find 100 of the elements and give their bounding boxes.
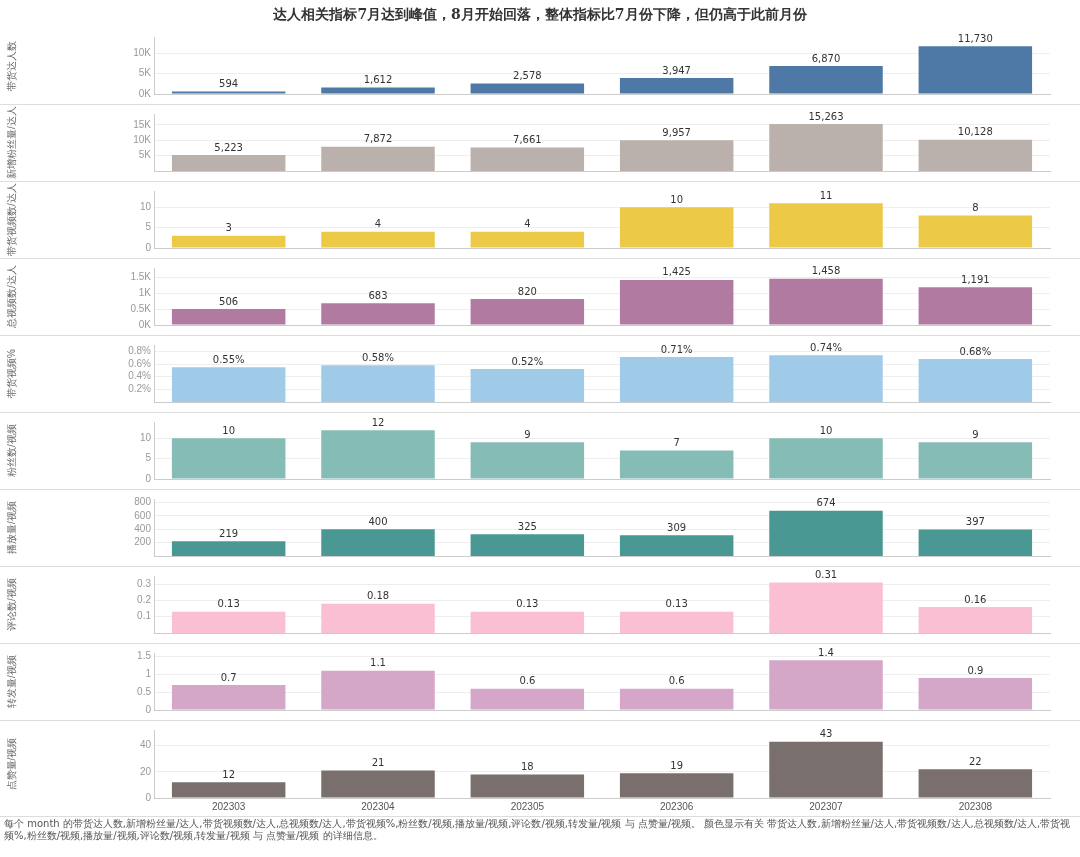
data-label: 5,223 [214,141,243,153]
data-label: 19 [670,759,684,771]
bar [918,529,1033,556]
y-axis-title: 带货视频% [5,348,17,398]
data-label: 15,263 [808,110,844,122]
y-axis-title: 评论数/视频 [5,578,17,631]
y-tick-label: 0.5 [137,685,152,697]
bar [619,357,734,402]
bar [619,207,734,248]
bar [470,83,585,94]
y-tick-label: 5 [145,452,152,464]
bar [470,688,585,710]
y-tick-label: 1.5 [137,650,152,662]
bar [470,231,585,248]
bar [769,741,883,798]
data-label: 1,612 [363,74,393,86]
bar [321,146,435,171]
x-tick-label: 202305 [510,800,545,812]
bar [470,369,585,402]
data-label: 0.74% [810,341,842,353]
bar [171,308,286,325]
data-label: 397 [965,515,985,527]
text: 每个 month 的带货达人数,新增粉丝量/达人,带货视频数/达人,总视频数/达人,带货视频%,粉丝数/视频,播放量/视频,评论数/视频,转发量/视频 与 点赞量/视频。 颜色显示有关 带货达人数,新增粉丝量/达人,带货视频数/达人,总视频数/达人,带货视频%,粉丝数/视频,播放量/视频,评论数/视频,转发量/视频 与 点赞量/视频 的详细信息。 [3,817,1072,843]
bar [918,139,1033,171]
bar [769,510,883,556]
bar [321,303,435,325]
data-label: 0.13 [217,598,240,610]
y-axis-title: 带货视频数/达人 [5,183,17,256]
data-label: 1,425 [662,266,691,278]
data-label: 0.9 [967,664,984,676]
y-tick-label: 0K [138,87,152,99]
y-tick-label: 5K [138,67,152,79]
bar [619,140,734,171]
y-tick-label: 600 [134,509,152,521]
bar [769,278,883,325]
y-axis-title: 点赞量/视频 [5,737,17,791]
data-label: 43 [819,728,833,740]
y-tick-label: 0 [145,791,152,803]
bar [619,688,734,710]
bar [619,77,734,94]
data-label: 219 [219,527,239,539]
data-label: 1.1 [370,657,386,669]
data-label: 0.68% [959,345,992,357]
bar [619,279,734,325]
bar [769,123,883,171]
data-label: 18 [520,761,534,773]
bar [321,87,435,94]
data-label: 9,957 [662,126,691,138]
y-axis-title: 播放量/视频 [5,501,17,554]
bar [171,541,286,556]
data-label: 12 [371,416,385,428]
bar [171,438,286,479]
data-label: 0.13 [516,598,539,610]
bar [769,660,883,710]
data-label: 400 [368,515,388,527]
data-label: 0.13 [665,598,688,610]
y-tick-label: 0.2% [128,383,152,395]
data-label: 10 [819,424,833,436]
bar [918,769,1033,798]
data-label: 11 [819,189,833,201]
bar [470,147,585,171]
bar [171,782,286,798]
y-tick-label: 0K [138,318,152,330]
bar [918,606,1033,633]
bar [470,442,585,479]
data-label: 22 [968,755,982,767]
x-tick-label: 202303 [211,800,246,812]
data-label: 1,458 [811,265,841,277]
bar [918,287,1033,325]
bar [321,529,435,556]
y-tick-label: 400 [134,522,152,534]
data-label: 674 [816,497,836,509]
bar [918,677,1033,710]
bar [321,770,435,798]
chart-title: 达人相关指标7月达到峰值，8月开始回落，整体指标比7月份下降，但仍高于此前月份 [272,5,808,24]
y-axis-title: 转发量/视频 [5,655,17,708]
bar [769,355,883,402]
bar [171,367,286,402]
data-label: 7,872 [363,133,393,145]
bar [769,438,883,479]
y-tick-label: 0 [145,241,152,253]
bar [321,231,435,248]
y-axis-title: 新增粉丝量/达人 [5,106,17,179]
data-label: 3,947 [662,64,691,76]
data-label: 0.18 [366,590,390,602]
bar [171,685,286,710]
y-tick-label: 1K [138,287,152,299]
bar [321,603,435,633]
bar [769,66,883,94]
data-label: 0.52% [511,355,544,367]
data-label: 0.58% [362,351,394,363]
bar [769,582,883,633]
bar [470,611,585,633]
y-axis-title: 带货达人数 [5,40,17,91]
y-tick-label: 15K [133,118,152,130]
y-tick-label: 5K [138,149,152,161]
data-label: 2,578 [513,70,542,82]
y-tick-label: 20 [139,765,152,777]
y-tick-label: 0 [145,472,152,484]
y-tick-label: 10K [133,133,152,145]
